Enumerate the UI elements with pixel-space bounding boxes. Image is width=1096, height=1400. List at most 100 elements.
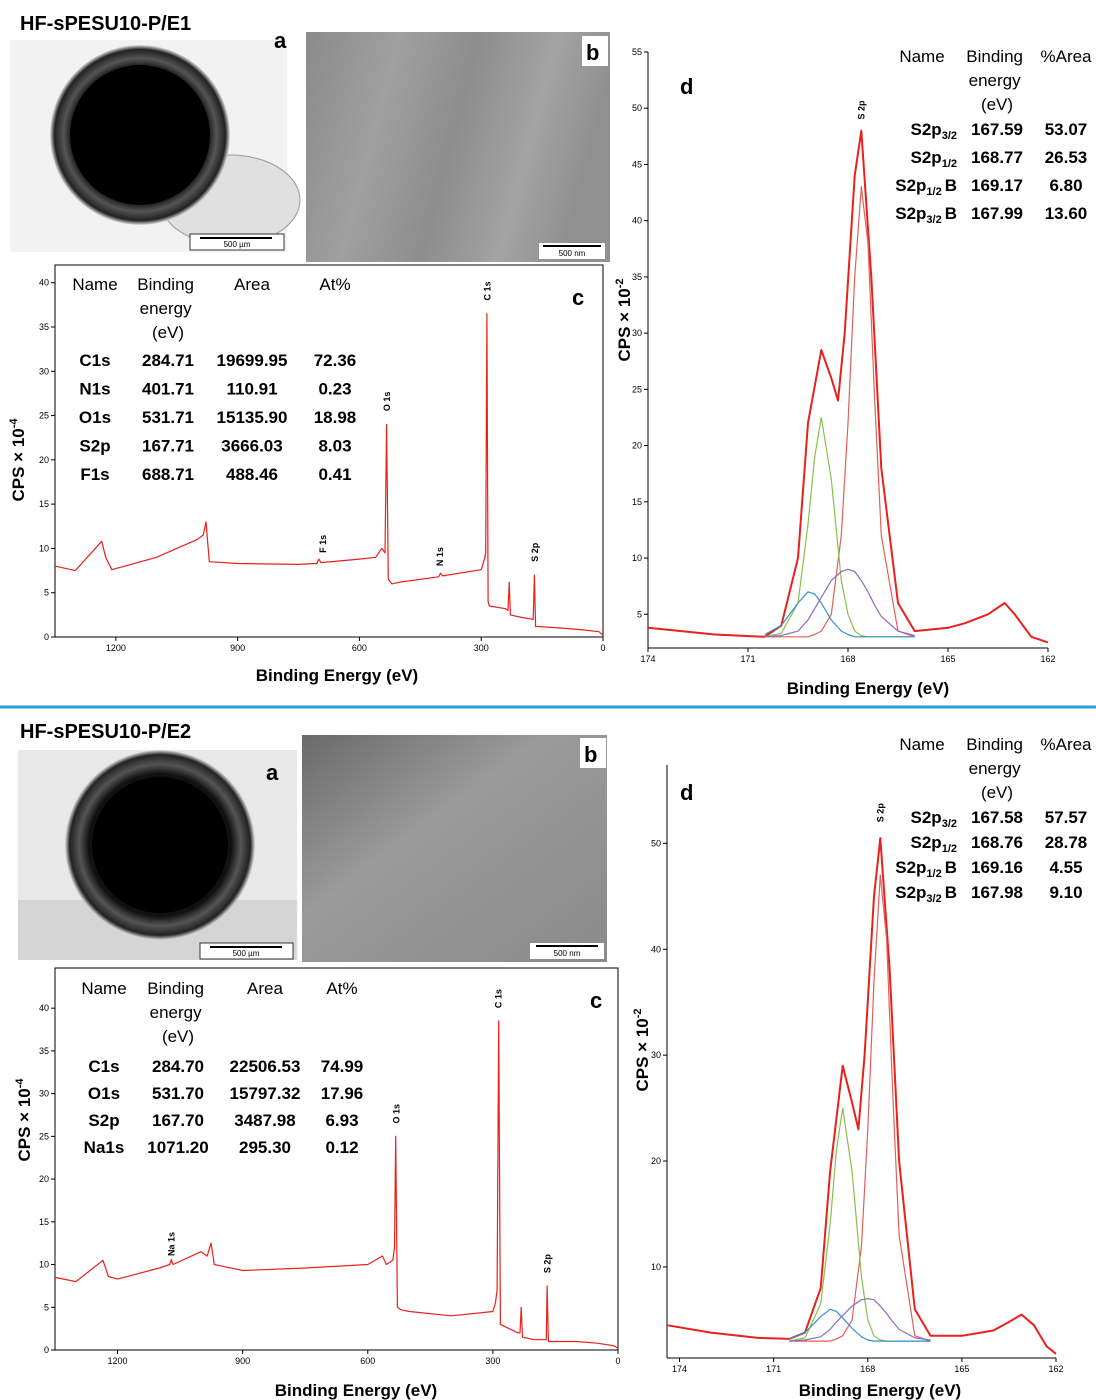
table-header: Area <box>247 979 283 998</box>
table-cell: F1s <box>80 465 109 484</box>
peak-label: O 1s <box>382 392 392 412</box>
table-cell: 167.59 <box>971 120 1023 139</box>
x-tick-label: 0 <box>600 643 605 653</box>
name-main: S2p <box>895 883 926 902</box>
y-tick-label: 25 <box>39 1131 49 1141</box>
table-header: Name <box>81 979 126 998</box>
name-subscript: 1/2 <box>942 843 957 855</box>
name-main: S2p <box>895 858 926 877</box>
x-tick-label: 168 <box>860 1364 875 1374</box>
name-main: S2p <box>911 120 942 139</box>
name-subscript: 3/2 <box>942 818 957 830</box>
table-header: Area <box>234 275 270 294</box>
spectrum-line <box>789 1308 931 1342</box>
name-subscript: 3/2 <box>926 893 941 905</box>
plot-frame <box>54 967 619 1351</box>
y-tick-label: 20 <box>39 1174 49 1184</box>
x-axis-label: Binding Energy (eV) <box>275 1381 437 1400</box>
spectrum-line <box>764 186 915 638</box>
table-cell: 0.41 <box>318 465 351 484</box>
plot-frame <box>54 264 604 638</box>
table-cell: 110.91 <box>226 380 277 399</box>
peak-label: S 2p <box>543 1254 553 1274</box>
name-main: S2p <box>911 808 942 827</box>
y-axis-label-exponent: -4 <box>14 1078 26 1089</box>
y-tick-label: 10 <box>632 553 642 563</box>
y-tick-label: 5 <box>637 609 642 619</box>
sem-image-b <box>302 735 607 962</box>
y-tick-label: 20 <box>632 441 642 451</box>
peak-label: O 1s <box>392 1104 402 1124</box>
table-cell: 531.71 <box>142 408 194 427</box>
peak-label: Na 1s <box>166 1232 176 1256</box>
table-cell: 168.76 <box>971 833 1023 852</box>
x-tick-label: 165 <box>954 1364 969 1374</box>
table-cell: 53.07 <box>1045 120 1088 139</box>
y-tick-label: 40 <box>651 944 661 954</box>
table-cell: 8.03 <box>318 437 351 456</box>
table-cell: 0.23 <box>318 380 351 399</box>
table-cell: 167.70 <box>152 1111 204 1130</box>
x-tick-label: 165 <box>940 654 955 664</box>
table-name-cell: S2p3/2 <box>911 120 957 142</box>
scale-label: 500 µm <box>233 949 260 958</box>
table-cell: 57.57 <box>1045 808 1088 827</box>
table-cell: 4.55 <box>1049 858 1082 877</box>
name-suffix: B <box>945 204 957 223</box>
table-cell: 0.12 <box>325 1138 358 1157</box>
table-name-cell: S2p3/2 <box>911 808 957 830</box>
y-tick-label: 45 <box>632 159 642 169</box>
y-axis-label-exponent: -2 <box>614 278 626 288</box>
y-tick-label: 10 <box>39 1260 49 1270</box>
spectrum-line <box>789 1298 931 1342</box>
y-tick-label: 25 <box>632 384 642 394</box>
y-tick-label: 20 <box>651 1156 661 1166</box>
table-cell: 74.99 <box>321 1057 364 1076</box>
x-tick-label: 600 <box>360 1356 375 1366</box>
table-cell: 688.71 <box>142 465 194 484</box>
y-tick-label: 5 <box>44 588 49 598</box>
peak-label: S 2p <box>875 803 885 823</box>
y-tick-label: 35 <box>39 322 49 332</box>
y-axis-label-text: CPS × 10 <box>15 1088 34 1161</box>
scale-label: 500 nm <box>554 949 581 958</box>
sem-fiber-lumen <box>70 65 210 205</box>
y-tick-label: 5 <box>44 1302 49 1312</box>
panel-letter: c <box>572 285 584 310</box>
name-suffix: B <box>945 176 957 195</box>
name-subscript: 3/2 <box>942 130 957 142</box>
spectrum-line <box>764 568 915 638</box>
y-axis-label-text: CPS × 10 <box>615 288 634 361</box>
table-cell: Na1s <box>84 1138 125 1157</box>
table-cell: 9.10 <box>1049 883 1082 902</box>
table-cell: 167.58 <box>971 808 1023 827</box>
table-cell: O1s <box>79 408 111 427</box>
table-header: Name <box>899 47 944 66</box>
x-tick-label: 300 <box>474 643 489 653</box>
y-tick-label: 40 <box>39 278 49 288</box>
table-header: Binding energy (eV) <box>966 47 1027 114</box>
x-tick-label: 174 <box>640 654 655 664</box>
table-cell: 22506.53 <box>230 1057 301 1076</box>
table-cell: S2p <box>88 1111 119 1130</box>
table-header: Name <box>899 735 944 754</box>
y-tick-label: 40 <box>632 216 642 226</box>
y-axis-label-text: CPS × 10 <box>633 1018 652 1091</box>
table-cell: C1s <box>79 351 110 370</box>
sem-image-b <box>306 32 610 262</box>
table-cell: 72.36 <box>314 351 357 370</box>
table-cell: O1s <box>88 1084 120 1103</box>
peak-label: F 1s <box>318 535 328 553</box>
y-tick-label: 25 <box>39 411 49 421</box>
table-header: Binding energy (eV) <box>147 979 208 1046</box>
panel-letter: a <box>274 28 287 53</box>
table-cell: 6.93 <box>325 1111 358 1130</box>
table-cell: 19699.95 <box>217 351 288 370</box>
table-header: Name <box>72 275 117 294</box>
name-subscript: 1/2 <box>942 158 957 170</box>
spectrum-line <box>54 313 604 636</box>
section-1-images: 500 µm a b 500 nm <box>10 28 610 262</box>
table-cell: 167.98 <box>971 883 1023 902</box>
table-header: Binding energy (eV) <box>966 735 1027 802</box>
